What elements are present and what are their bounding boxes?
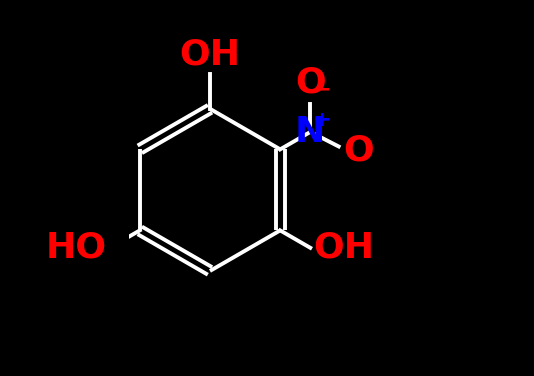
Text: O: O: [343, 134, 374, 168]
Text: OH: OH: [313, 231, 374, 265]
Text: N: N: [295, 115, 325, 149]
Text: +: +: [312, 111, 331, 130]
Text: O: O: [295, 65, 326, 99]
Text: HO: HO: [46, 231, 107, 265]
Text: OH: OH: [179, 37, 240, 71]
Text: −: −: [312, 79, 331, 99]
